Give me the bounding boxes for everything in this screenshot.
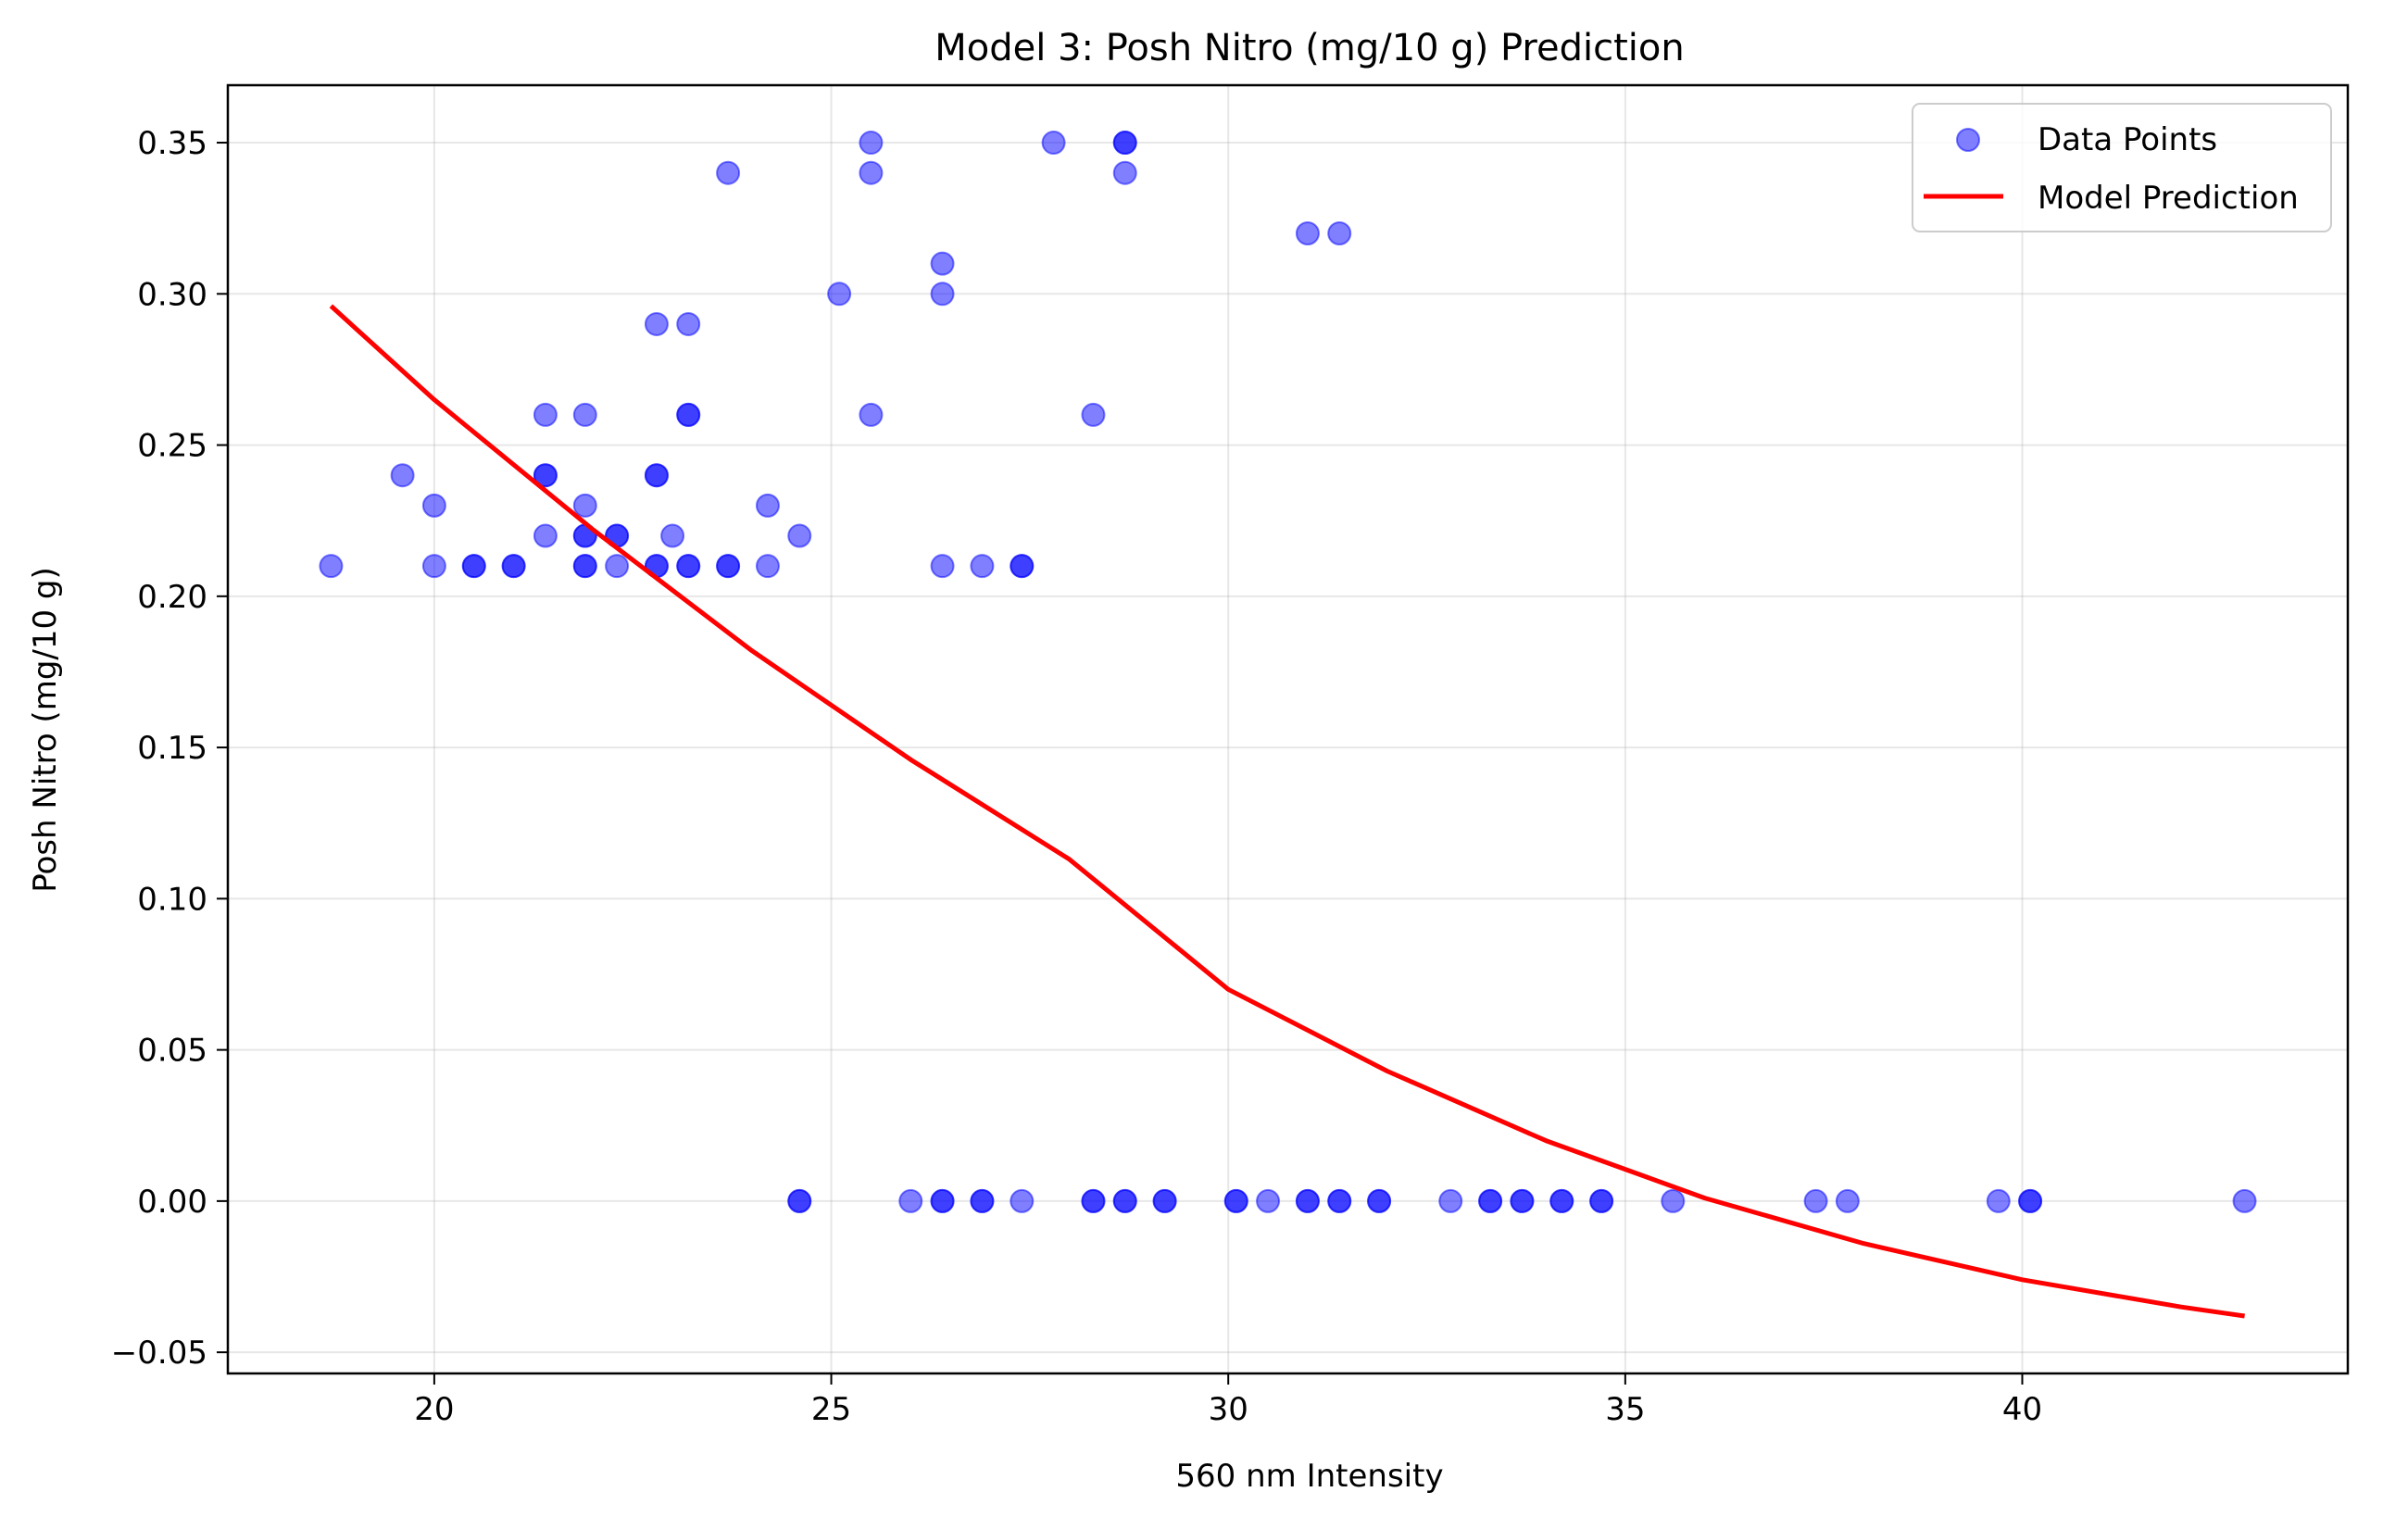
legend-box bbox=[1912, 103, 2332, 232]
data-point bbox=[676, 311, 701, 336]
data-point bbox=[1367, 1188, 1392, 1213]
data-point bbox=[827, 282, 852, 307]
data-point bbox=[1295, 220, 1320, 245]
data-point bbox=[1478, 1188, 1503, 1213]
data-point bbox=[1438, 1188, 1463, 1213]
data-point bbox=[1223, 1188, 1248, 1213]
data-point bbox=[1112, 1188, 1137, 1213]
data-point bbox=[421, 493, 446, 518]
y-tick-label: 0.20 bbox=[137, 579, 207, 616]
model-prediction-line bbox=[329, 304, 2245, 1319]
data-point bbox=[572, 554, 597, 579]
y-tick-label: 0.15 bbox=[137, 730, 207, 767]
data-point bbox=[859, 131, 884, 156]
data-point bbox=[1549, 1188, 1574, 1213]
legend-label-model-prediction: Model Prediction bbox=[2038, 180, 2299, 217]
x-axis-ticks: 20 25 30 35 40 bbox=[414, 1373, 2042, 1428]
data-point bbox=[461, 554, 486, 579]
data-point bbox=[930, 282, 955, 307]
y-tick-label: 0.10 bbox=[137, 881, 207, 918]
x-tick-label: 20 bbox=[414, 1391, 454, 1428]
x-tick-label: 35 bbox=[1605, 1391, 1645, 1428]
data-point bbox=[572, 402, 597, 427]
data-point bbox=[930, 554, 955, 579]
data-point bbox=[533, 402, 558, 427]
data-point bbox=[676, 554, 701, 579]
data-point bbox=[501, 554, 526, 579]
y-tick-label: −0.05 bbox=[111, 1335, 207, 1372]
data-point bbox=[1327, 220, 1352, 245]
data-point bbox=[787, 1188, 812, 1213]
x-tick-label: 40 bbox=[2002, 1391, 2042, 1428]
data-point bbox=[1010, 1188, 1035, 1213]
data-point bbox=[533, 523, 558, 548]
plot-area-frame bbox=[226, 83, 2350, 1375]
data-point bbox=[1327, 1188, 1352, 1213]
data-point bbox=[859, 160, 884, 185]
data-point bbox=[1986, 1188, 2011, 1213]
x-axis-label: 560 nm Intensity bbox=[1175, 1458, 1443, 1495]
x-tick-label: 30 bbox=[1209, 1391, 1248, 1428]
data-point bbox=[533, 463, 558, 488]
data-point bbox=[1510, 1188, 1535, 1213]
data-point bbox=[1152, 1188, 1177, 1213]
data-point bbox=[970, 554, 995, 579]
data-marks bbox=[319, 131, 2257, 1319]
data-point bbox=[898, 1188, 923, 1213]
data-point bbox=[644, 311, 669, 336]
legend-marker-data-points bbox=[1956, 128, 1980, 152]
data-point bbox=[676, 402, 701, 427]
data-point bbox=[2232, 1188, 2257, 1213]
data-point bbox=[755, 493, 780, 518]
data-point bbox=[970, 1188, 995, 1213]
data-point bbox=[572, 493, 597, 518]
data-point bbox=[605, 554, 630, 579]
data-point bbox=[1081, 1188, 1106, 1213]
data-point bbox=[660, 523, 685, 548]
data-point bbox=[930, 1188, 955, 1213]
data-point bbox=[1081, 402, 1106, 427]
y-tick-label: 0.35 bbox=[137, 125, 207, 162]
data-point bbox=[716, 160, 741, 185]
data-point bbox=[1256, 1188, 1281, 1213]
data-point bbox=[755, 554, 780, 579]
data-point bbox=[859, 402, 884, 427]
data-point bbox=[930, 251, 955, 276]
grid-lines bbox=[228, 85, 2348, 1373]
y-tick-label: 0.30 bbox=[137, 276, 207, 313]
y-axis-ticks: −0.05 0.00 0.05 0.10 0.15 0.20 0.25 0.30 0.35 bbox=[111, 125, 228, 1372]
data-point bbox=[1112, 160, 1137, 185]
chart-title: Model 3: Posh Nitro (mg/10 g) Prediction bbox=[934, 27, 1684, 69]
data-point bbox=[1010, 554, 1035, 579]
y-tick-label: 0.05 bbox=[137, 1033, 207, 1070]
data-point bbox=[390, 463, 415, 488]
data-point bbox=[1589, 1188, 1614, 1213]
y-tick-label: 0.00 bbox=[137, 1184, 207, 1221]
y-axis-label: Posh Nitro (mg/10 g) bbox=[27, 567, 64, 893]
y-tick-label: 0.25 bbox=[137, 428, 207, 465]
data-point bbox=[421, 554, 446, 579]
legend: Data Points Model Prediction bbox=[1912, 103, 2332, 232]
data-point bbox=[319, 554, 344, 579]
data-point bbox=[1112, 131, 1137, 156]
data-point bbox=[644, 463, 669, 488]
data-point bbox=[1835, 1188, 1860, 1213]
data-point bbox=[1803, 1188, 1828, 1213]
x-tick-label: 25 bbox=[811, 1391, 851, 1428]
data-point bbox=[716, 554, 741, 579]
data-point bbox=[1661, 1188, 1686, 1213]
data-point bbox=[1295, 1188, 1320, 1213]
data-point bbox=[1041, 131, 1066, 156]
data-point bbox=[2018, 1188, 2043, 1213]
legend-label-data-points: Data Points bbox=[2038, 121, 2217, 158]
data-point bbox=[787, 523, 812, 548]
